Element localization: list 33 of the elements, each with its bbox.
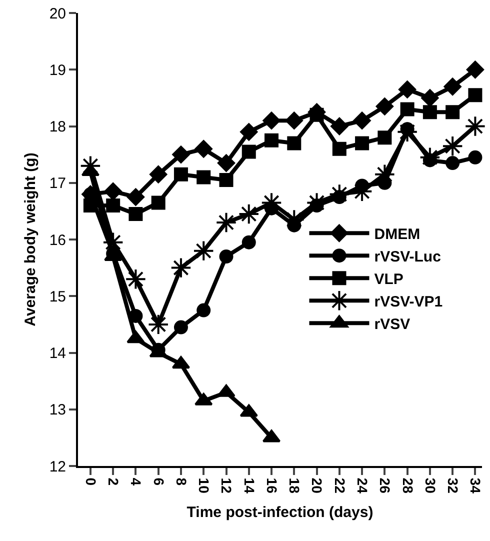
y-tick-label: 20 bbox=[49, 5, 66, 22]
y-tick-label: 18 bbox=[49, 118, 66, 136]
x-tick-label: 4 bbox=[128, 478, 144, 486]
x-tick-label: 12 bbox=[218, 478, 235, 494]
x-tick-label: 20 bbox=[309, 478, 326, 494]
x-axis-title: Time post-infection (days) bbox=[186, 504, 374, 522]
legend-label: VLP bbox=[374, 270, 404, 288]
x-tick-label: 34 bbox=[468, 478, 484, 494]
y-tick-label: 19 bbox=[49, 62, 66, 79]
y-tick-label: 15 bbox=[49, 288, 66, 306]
legend-label: rVSV-VP1 bbox=[374, 293, 443, 310]
x-tick-label: 2 bbox=[106, 478, 122, 486]
x-tick-label: 0 bbox=[82, 478, 99, 486]
x-tick-label: 18 bbox=[286, 478, 303, 494]
x-tick-label: 8 bbox=[173, 478, 190, 486]
x-tick-label: 28 bbox=[400, 478, 416, 494]
legend-label: DMEM bbox=[374, 226, 420, 243]
x-tick-label: 14 bbox=[241, 478, 258, 494]
y-tick-label: 14 bbox=[49, 345, 66, 362]
x-tick-label: 26 bbox=[377, 478, 394, 494]
y-axis-title: Average body weight (g) bbox=[22, 152, 40, 326]
x-tick-label: 30 bbox=[422, 478, 438, 494]
legend-label: rVSV-Luc bbox=[374, 248, 441, 266]
x-tick-label: 6 bbox=[150, 478, 167, 486]
x-tick-label: 22 bbox=[332, 478, 348, 494]
y-tick-label: 16 bbox=[49, 232, 66, 249]
x-tick-label: 10 bbox=[196, 478, 212, 494]
legend-label: rVSV bbox=[374, 316, 410, 333]
y-tick-label: 17 bbox=[49, 175, 66, 192]
x-tick-label: 24 bbox=[354, 478, 370, 494]
x-tick-label: 32 bbox=[445, 478, 462, 494]
x-tick-label: 16 bbox=[264, 478, 280, 494]
y-tick-label: 13 bbox=[49, 402, 66, 419]
